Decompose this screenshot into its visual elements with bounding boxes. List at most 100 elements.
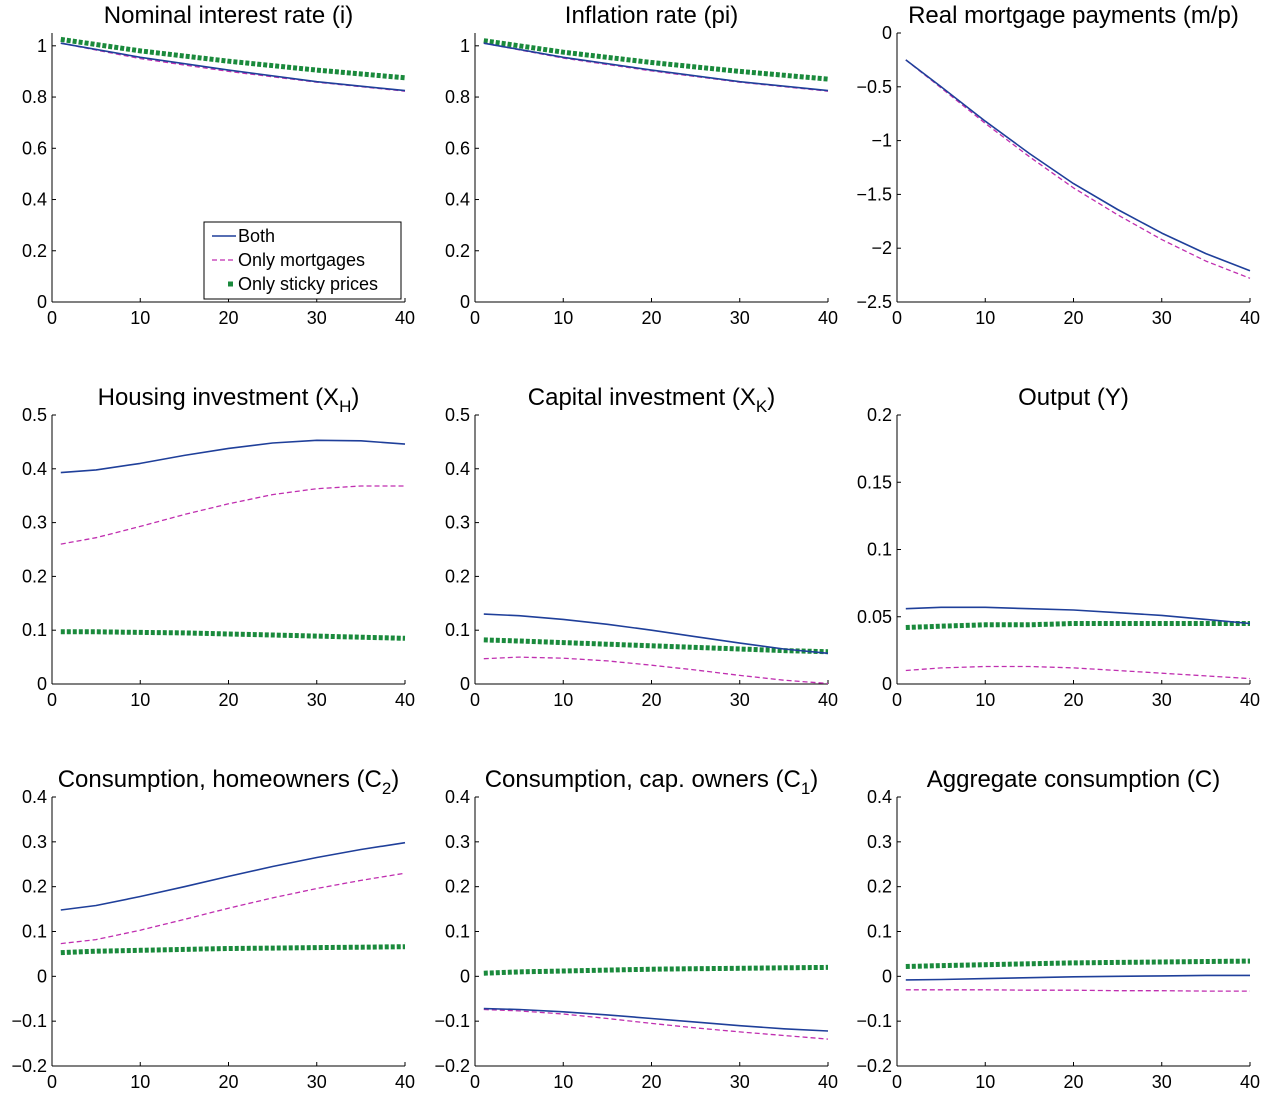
y-tick-label: 0.05: [857, 607, 892, 627]
y-tick-label: 0.3: [22, 513, 47, 533]
y-tick-label: 0.2: [445, 241, 470, 261]
subplot-title: Nominal interest rate (i): [104, 2, 353, 29]
y-tick-label: −0.2: [856, 1056, 892, 1076]
x-tick-label: 10: [553, 1072, 573, 1092]
x-tick-label: 20: [218, 690, 238, 710]
y-tick-label: 0: [460, 966, 470, 986]
series-line-only-sticky-prices: [60, 944, 406, 956]
legend-box: [203, 221, 402, 300]
y-tick-label: 0.15: [857, 472, 892, 492]
x-tick-label: 40: [1240, 1072, 1260, 1092]
series-line-both: [483, 613, 829, 655]
legend-swatch: [228, 281, 233, 287]
x-tick-label: 30: [730, 308, 750, 328]
subplot-5: Capital investment (XK) 0 10 20 30 40 0 0.1 0.2 0…: [445, 384, 838, 710]
series-line-only-mortgages: [905, 665, 1251, 680]
subplot-1: Nominal interest rate (i) 0 10 20 30 40 0 0.2 0.…: [22, 2, 415, 328]
y-tick-label: −0.2: [434, 1056, 470, 1076]
series-line-both: [483, 42, 829, 92]
x-tick-label: 20: [641, 308, 661, 328]
x-tick-label: 20: [218, 1072, 238, 1092]
y-tick-label: 0: [37, 674, 47, 694]
y-tick-label: 0: [37, 292, 47, 312]
series-line-only-mortgages: [60, 872, 406, 945]
y-tick-label: −0.1: [11, 1011, 47, 1031]
x-tick-label: 30: [730, 1072, 750, 1092]
x-tick-label: 40: [1240, 690, 1260, 710]
y-tick-label: 0.2: [867, 877, 892, 897]
legend-label: Only mortgages: [238, 250, 365, 270]
x-tick-label: 30: [1152, 308, 1172, 328]
x-tick-label: 0: [470, 308, 480, 328]
y-tick-label: −0.2: [11, 1056, 47, 1076]
x-tick-label: 0: [892, 1072, 902, 1092]
y-tick-label: 0: [460, 674, 470, 694]
series-line-only-sticky-prices: [483, 38, 829, 82]
series-line-both: [60, 841, 406, 911]
x-tick-label: 30: [307, 308, 327, 328]
x-tick-label: 10: [130, 308, 150, 328]
series-line-both: [483, 1007, 829, 1032]
x-tick-label: 40: [395, 1072, 415, 1092]
x-tick-label: 10: [553, 308, 573, 328]
y-tick-label: 0.8: [22, 87, 47, 107]
y-tick-label: 0.6: [445, 138, 470, 158]
x-tick-label: 30: [1152, 1072, 1172, 1092]
y-tick-label: −0.1: [434, 1011, 470, 1031]
x-tick-label: 20: [641, 690, 661, 710]
x-tick-label: 20: [1063, 690, 1083, 710]
subplot-title: Consumption, cap. owners (C1): [485, 766, 819, 798]
y-tick-label: −0.5: [856, 77, 892, 97]
x-tick-label: 30: [307, 1072, 327, 1092]
legend: Both Only mortgages Only sticky prices: [203, 221, 402, 300]
subplot-8: Consumption, cap. owners (C1) 0 10 20 30 40 −0…: [434, 766, 838, 1092]
subplot-title: Consumption, homeowners (C2): [58, 766, 400, 798]
subplot-7: Consumption, homeowners (C2) 0 10 20 30 40 −0.…: [11, 766, 415, 1092]
y-tick-label: 0.6: [22, 138, 47, 158]
x-tick-label: 0: [892, 690, 902, 710]
subplot-title: Real mortgage payments (m/p): [908, 2, 1239, 29]
legend-entry: Both: [212, 226, 275, 246]
subplot-title: Output (Y): [1018, 384, 1129, 411]
y-tick-label: −2: [871, 238, 892, 258]
x-tick-label: 0: [892, 308, 902, 328]
y-tick-label: 1: [37, 36, 47, 56]
x-tick-label: 0: [47, 690, 57, 710]
x-tick-label: 10: [975, 1072, 995, 1092]
y-tick-label: 0: [882, 23, 892, 43]
y-tick-label: 0.1: [22, 922, 47, 942]
x-tick-label: 20: [218, 308, 238, 328]
series-line-only-sticky-prices: [905, 958, 1251, 969]
y-tick-label: 1: [460, 36, 470, 56]
x-tick-label: 10: [130, 1072, 150, 1092]
series-line-only-mortgages: [905, 59, 1251, 279]
series-line-both: [905, 974, 1250, 981]
series-line-only-sticky-prices: [60, 629, 406, 641]
x-tick-label: 40: [818, 308, 838, 328]
series-line-only-mortgages: [483, 656, 829, 685]
x-tick-label: 20: [1063, 1072, 1083, 1092]
y-tick-label: 0.2: [867, 405, 892, 425]
x-tick-label: 30: [1152, 690, 1172, 710]
y-tick-label: 0.1: [867, 540, 892, 560]
x-tick-label: 40: [1240, 308, 1260, 328]
y-tick-label: 0.1: [22, 620, 47, 640]
subplot-2: Inflation rate (pi) 0 10 20 30 40 0 0.2 0.4 0.6 0.…: [445, 2, 838, 328]
y-tick-label: 0.1: [445, 620, 470, 640]
y-tick-label: 0.4: [445, 190, 470, 210]
y-tick-label: 0.2: [22, 566, 47, 586]
y-tick-label: 0.1: [445, 922, 470, 942]
x-tick-label: 0: [470, 1072, 480, 1092]
y-tick-label: 0.4: [445, 459, 470, 479]
x-tick-label: 20: [1063, 308, 1083, 328]
y-tick-label: 0: [882, 966, 892, 986]
subplot-title: Capital investment (XK): [528, 384, 775, 416]
subplot-3: Real mortgage payments (m/p) 0 10 20 30 40 −2.…: [856, 2, 1260, 328]
y-tick-label: 0.3: [445, 513, 470, 533]
series-line-both: [60, 439, 406, 474]
series-line-both: [905, 606, 1251, 625]
x-tick-label: 10: [130, 690, 150, 710]
x-tick-label: 10: [975, 690, 995, 710]
